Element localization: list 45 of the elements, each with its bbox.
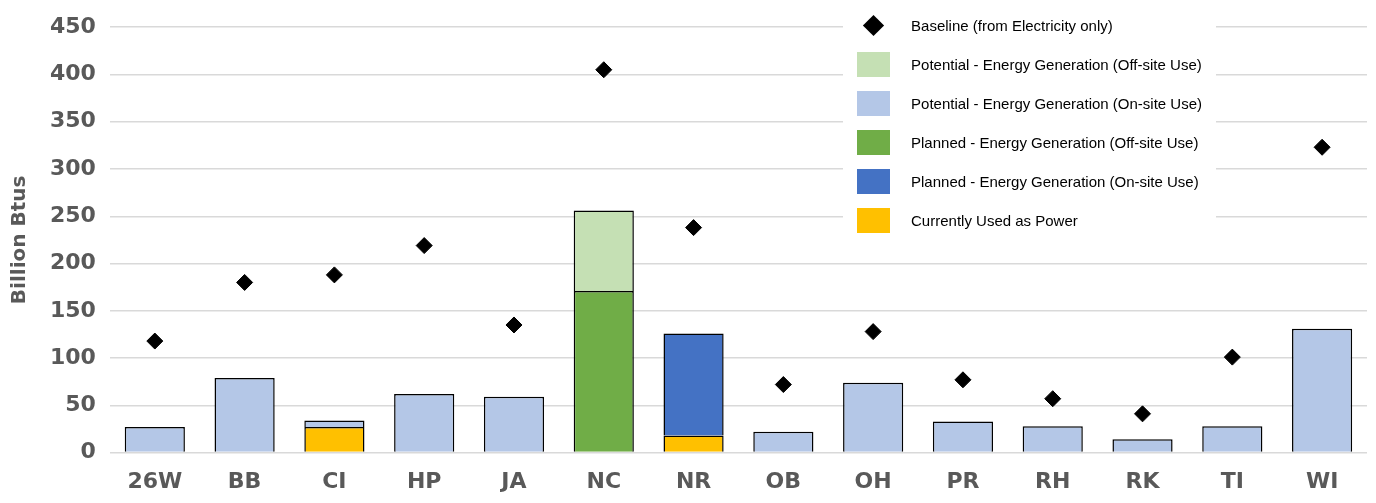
point: [685, 219, 703, 237]
point: [505, 316, 523, 334]
x-tick-label: RK: [1125, 467, 1161, 493]
x-tick-label: NR: [675, 467, 712, 493]
x-tick-label: RH: [1035, 467, 1071, 493]
x-tick-label: PR: [946, 467, 980, 493]
x-tick-label: NC: [586, 467, 622, 493]
x-tick-label: JA: [499, 467, 527, 493]
legend-label: Currently Used as Power: [911, 212, 1078, 229]
y-tick-label: 450: [49, 12, 96, 38]
x-tick-label: BB: [227, 467, 262, 493]
y-tick-label: 250: [49, 201, 96, 227]
point: [1044, 390, 1062, 408]
point: [774, 376, 792, 394]
legend-label: Potential - Energy Generation (Off-site Use): [911, 56, 1202, 73]
legend-label: Planned - Energy Generation (Off-site Use): [911, 134, 1199, 151]
x-tick-label: OH: [854, 467, 892, 493]
point: [1223, 348, 1241, 366]
y-tick-label: 50: [65, 391, 96, 417]
point: [864, 323, 882, 341]
point: [595, 61, 613, 79]
x-tick-label: WI: [1305, 467, 1339, 493]
x-tick-label: OB: [765, 467, 802, 493]
y-tick-label: 200: [49, 249, 96, 275]
y-tick-label: 300: [49, 154, 96, 180]
x-tick-label: CI: [322, 467, 347, 493]
point: [954, 371, 972, 389]
point: [146, 332, 164, 350]
y-tick-label: 400: [49, 60, 96, 86]
y-tick-label: 350: [49, 107, 96, 133]
legend-label: Potential - Energy Generation (On-site Use): [911, 95, 1202, 112]
y-tick-label: 100: [49, 343, 96, 369]
point: [1313, 138, 1331, 156]
y-axis-title: Billion Btus: [6, 175, 31, 305]
y-tick-label: 150: [49, 296, 96, 322]
point: [325, 266, 343, 284]
legend-label: Baseline (from Electricity only): [911, 17, 1113, 34]
legend-label: Planned - Energy Generation (On-site Use): [911, 173, 1199, 190]
point: [1134, 405, 1152, 423]
x-tick-label: TI: [1220, 467, 1244, 493]
point: [236, 273, 254, 291]
x-tick-label: HP: [406, 467, 442, 493]
point: [415, 237, 433, 255]
y-tick-label: 0: [80, 438, 96, 464]
x-tick-label: 26W: [127, 467, 183, 493]
